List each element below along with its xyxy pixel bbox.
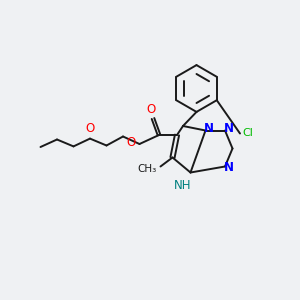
Text: N: N [224, 161, 234, 174]
Text: Cl: Cl [242, 128, 253, 139]
Text: NH: NH [174, 179, 192, 192]
Text: N: N [224, 122, 234, 135]
Text: N: N [204, 122, 214, 135]
Text: O: O [146, 103, 155, 116]
Text: CH₃: CH₃ [138, 164, 157, 174]
Text: O: O [85, 122, 94, 135]
Text: O: O [127, 136, 136, 149]
